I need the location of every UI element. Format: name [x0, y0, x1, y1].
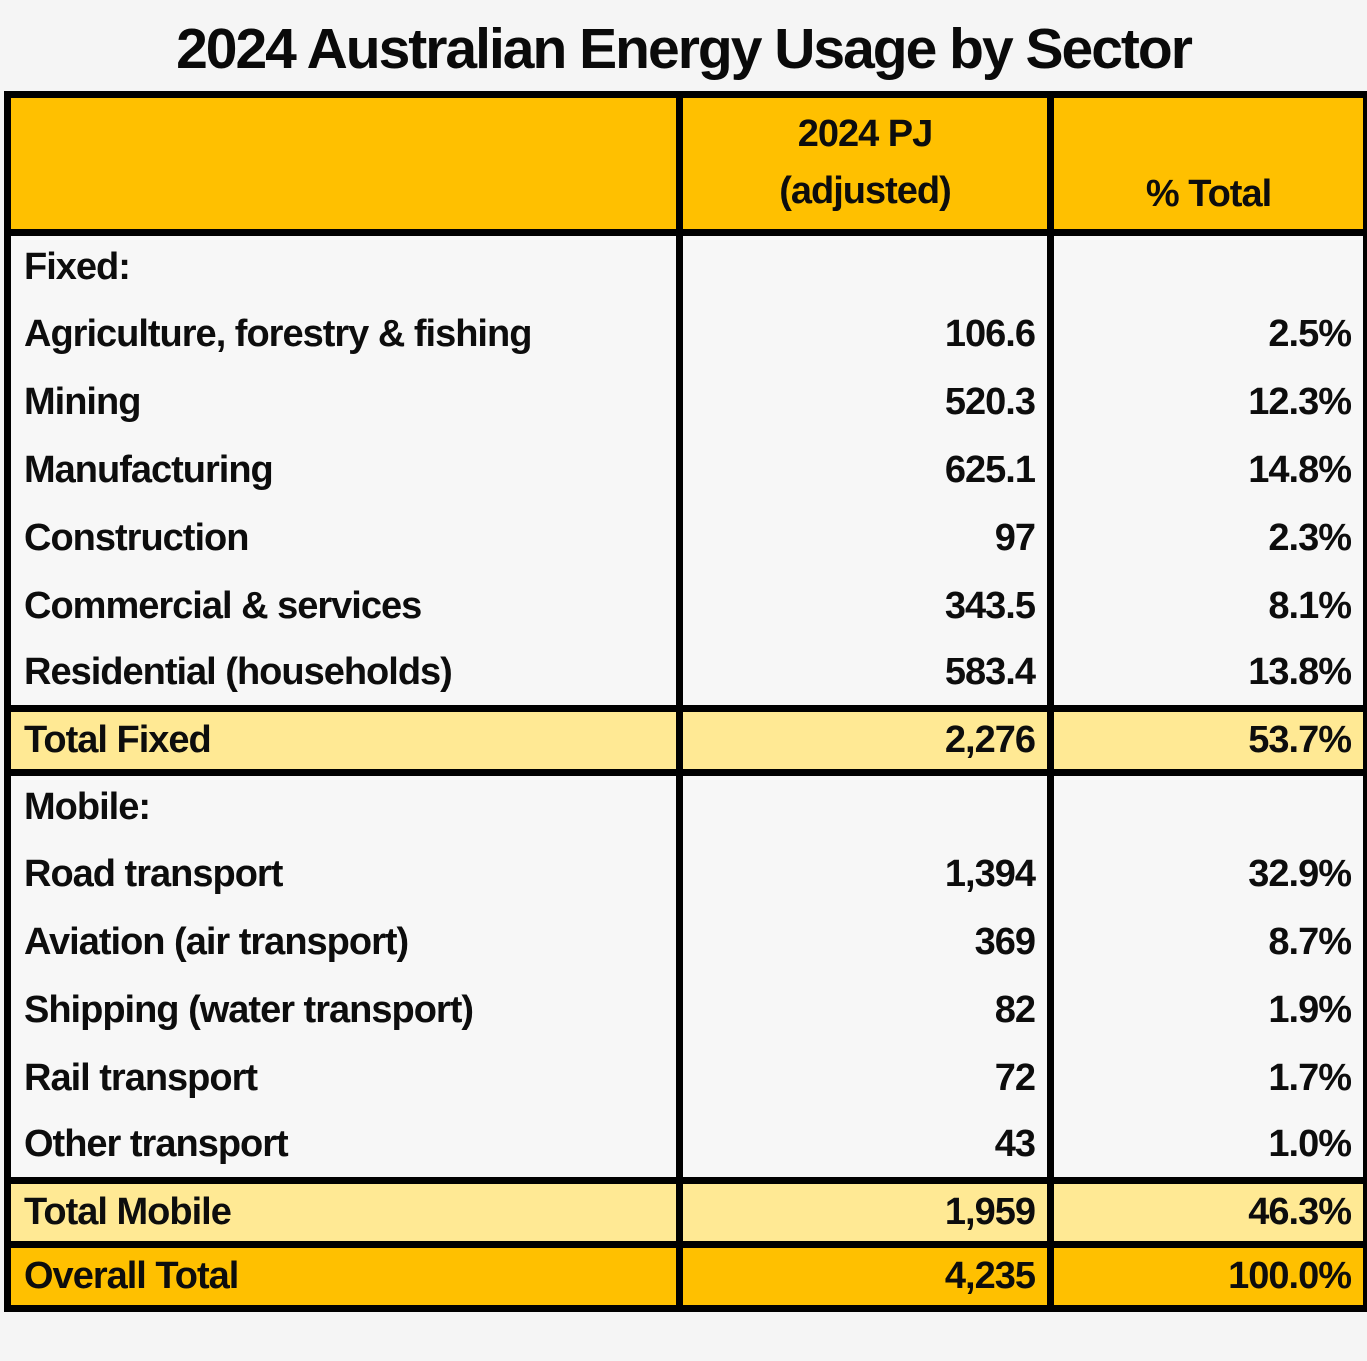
table-row-other-transport: Other transport 43 1.0% — [7, 1112, 1367, 1181]
row-pct-value: 1.7% — [1047, 1044, 1367, 1113]
row-pct-value: 46.3% — [1047, 1180, 1367, 1245]
row-pj-value: 72 — [676, 1044, 1051, 1113]
table-row-commercial: Commercial & services 343.5 8.1% — [7, 572, 1367, 641]
table-row-total-fixed: Total Fixed 2,276 53.7% — [7, 708, 1367, 773]
row-pct-value: 8.7% — [1047, 908, 1367, 977]
row-label: Manufacturing — [7, 436, 680, 505]
row-label: Mining — [7, 368, 680, 437]
total-mobile-section: Total Mobile 1,959 46.3% — [7, 1180, 1367, 1245]
row-pct-value: 14.8% — [1047, 436, 1367, 505]
header-pj-line1: 2024 PJ — [797, 113, 934, 156]
row-label: Construction — [7, 504, 680, 573]
mobile-section: Mobile: Road transport 1,394 32.9% Aviat… — [7, 772, 1367, 1181]
table-header: 2024 PJ (adjusted) % Total — [7, 94, 1367, 233]
row-label: Residential (households) — [7, 640, 680, 709]
row-pj-value: 343.5 — [676, 572, 1051, 641]
table-row-manufacturing: Manufacturing 625.1 14.8% — [7, 436, 1367, 505]
table-row-shipping: Shipping (water transport) 82 1.9% — [7, 976, 1367, 1045]
table-row-agriculture: Agriculture, forestry & fishing 106.6 2.… — [7, 300, 1367, 369]
row-pct-value: 100.0% — [1047, 1244, 1367, 1309]
table-row-rail-transport: Rail transport 72 1.7% — [7, 1044, 1367, 1113]
table-row-mining: Mining 520.3 12.3% — [7, 368, 1367, 437]
row-pct-value: 8.1% — [1047, 572, 1367, 641]
row-pct-value: 13.8% — [1047, 640, 1367, 709]
row-pct-value — [1047, 772, 1367, 841]
row-pct-value: 2.3% — [1047, 504, 1367, 573]
row-pj-value: 106.6 — [676, 300, 1051, 369]
row-pj-value: 82 — [676, 976, 1051, 1045]
table-row-total-mobile: Total Mobile 1,959 46.3% — [7, 1180, 1367, 1245]
row-pj-value: 520.3 — [676, 368, 1051, 437]
row-pj-value: 43 — [676, 1112, 1051, 1181]
row-label: Mobile: — [7, 772, 680, 841]
row-pj-value: 583.4 — [676, 640, 1051, 709]
fixed-section: Fixed: Agriculture, forestry & fishing 1… — [7, 232, 1367, 709]
table-row-fixed-heading: Fixed: — [7, 232, 1367, 301]
energy-usage-table: 2024 PJ (adjusted) % Total Fixed: Agricu… — [4, 90, 1367, 1312]
header-sector-cell — [7, 94, 680, 233]
row-label: Rail transport — [7, 1044, 680, 1113]
row-pj-value: 2,276 — [676, 708, 1051, 773]
table-row-mobile-heading: Mobile: — [7, 772, 1367, 841]
row-pct-value: 1.0% — [1047, 1112, 1367, 1181]
row-label: Road transport — [7, 840, 680, 909]
table-row-aviation: Aviation (air transport) 369 8.7% — [7, 908, 1367, 977]
row-pj-value: 1,394 — [676, 840, 1051, 909]
table-row-overall-total: Overall Total 4,235 100.0% — [7, 1244, 1367, 1309]
page: 2024 Australian Energy Usage by Sector 2… — [4, 17, 1367, 1312]
row-label: Aviation (air transport) — [7, 908, 680, 977]
page-title: 2024 Australian Energy Usage by Sector — [176, 17, 1193, 81]
table-row-residential: Residential (households) 583.4 13.8% — [7, 640, 1367, 709]
total-fixed-section: Total Fixed 2,276 53.7% — [7, 708, 1367, 773]
row-pj-value — [676, 772, 1051, 841]
row-pct-value: 32.9% — [1047, 840, 1367, 909]
row-label: Other transport — [7, 1112, 680, 1181]
row-label: Overall Total — [7, 1244, 680, 1309]
overall-total-section: Overall Total 4,235 100.0% — [7, 1244, 1367, 1309]
row-pj-value: 1,959 — [676, 1180, 1051, 1245]
row-label: Total Mobile — [7, 1180, 680, 1245]
row-pj-value: 369 — [676, 908, 1051, 977]
row-label: Fixed: — [7, 232, 680, 301]
row-pct-value: 2.5% — [1047, 300, 1367, 369]
table-row-construction: Construction 97 2.3% — [7, 504, 1367, 573]
row-label: Agriculture, forestry & fishing — [7, 300, 680, 369]
table-row-road-transport: Road transport 1,394 32.9% — [7, 840, 1367, 909]
row-pct-value: 53.7% — [1047, 708, 1367, 773]
row-pct-value — [1047, 232, 1367, 301]
row-pct-value: 1.9% — [1047, 976, 1367, 1045]
row-pj-value: 97 — [676, 504, 1051, 573]
header-pct-label: % Total — [1145, 172, 1272, 215]
header-pj-cell: 2024 PJ (adjusted) — [676, 94, 1051, 233]
header-pct-cell: % Total — [1047, 94, 1367, 233]
row-pj-value — [676, 232, 1051, 301]
header-pj-line2: (adjusted) — [779, 170, 952, 213]
row-pj-value: 4,235 — [676, 1244, 1051, 1309]
row-pj-value: 625.1 — [676, 436, 1051, 505]
row-label: Total Fixed — [7, 708, 680, 773]
row-label: Shipping (water transport) — [7, 976, 680, 1045]
row-label: Commercial & services — [7, 572, 680, 641]
row-pct-value: 12.3% — [1047, 368, 1367, 437]
header-row: 2024 PJ (adjusted) % Total — [7, 94, 1367, 233]
